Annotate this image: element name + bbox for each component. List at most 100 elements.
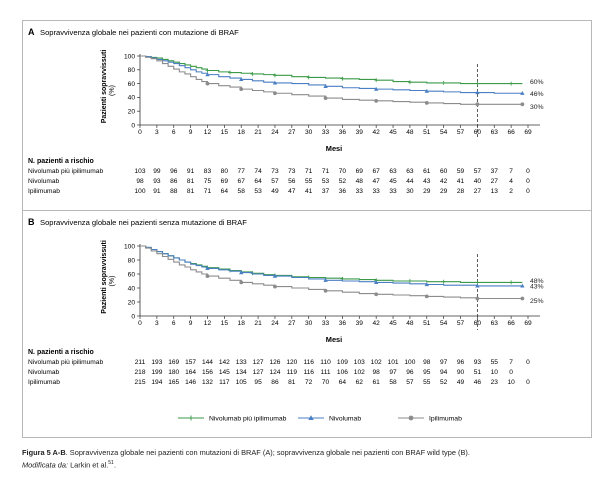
risk-row-label: Nivolumab più ipilimumab xyxy=(28,168,103,175)
risk-value: 46 xyxy=(474,379,482,386)
risk-value: 100 xyxy=(134,188,145,195)
risk-value: 53 xyxy=(254,188,262,195)
x-tick-label: 21 xyxy=(254,320,262,327)
caption-modified-text: Larkin et al. xyxy=(68,460,109,470)
risk-value: 120 xyxy=(286,359,297,366)
figure-caption: Figura 5 A-B. Sopravvivenza globale nei … xyxy=(22,448,592,470)
end-value-label: 30% xyxy=(530,104,544,111)
series-point xyxy=(475,102,480,107)
risk-value: 47 xyxy=(288,188,296,195)
risk-value: 194 xyxy=(151,379,162,386)
risk-value: 0 xyxy=(526,188,530,195)
risk-value: 58 xyxy=(238,188,246,195)
y-tick-label: 60 xyxy=(128,81,136,88)
y-tick-label: 100 xyxy=(124,243,135,250)
series-line xyxy=(140,55,523,85)
risk-value: 164 xyxy=(185,369,196,376)
series-point xyxy=(273,284,277,289)
series-point xyxy=(373,86,379,91)
risk-value: 73 xyxy=(271,168,279,175)
risk-value: 165 xyxy=(168,379,179,386)
y-axis-unit: (%) xyxy=(109,276,116,287)
series-point xyxy=(407,80,412,85)
series-point xyxy=(520,283,525,288)
risk-value: 102 xyxy=(371,359,382,366)
risk-value: 49 xyxy=(271,188,279,195)
series-line xyxy=(140,55,523,105)
risk-value: 116 xyxy=(303,359,314,366)
risk-value: 142 xyxy=(219,359,230,366)
risk-value: 0 xyxy=(509,369,513,376)
risk-value: 36 xyxy=(339,188,347,195)
x-tick-label: 54 xyxy=(440,320,448,327)
series-point xyxy=(520,296,525,301)
x-axis-label: Mesi xyxy=(326,144,342,153)
series-point xyxy=(475,90,480,95)
x-tick-label: 60 xyxy=(474,320,482,327)
x-tick-label: 36 xyxy=(339,320,347,327)
risk-value: 103 xyxy=(134,168,145,175)
risk-value: 27 xyxy=(474,188,482,195)
risk-value: 4 xyxy=(509,178,513,185)
series-line xyxy=(140,245,523,283)
risk-value: 43 xyxy=(423,178,431,185)
series-point xyxy=(239,270,244,275)
x-tick-label: 3 xyxy=(155,129,159,136)
x-tick-label: 45 xyxy=(389,320,397,327)
risk-value: 56 xyxy=(288,178,296,185)
risk-value: 52 xyxy=(440,379,448,386)
risk-value: 81 xyxy=(288,379,296,386)
risk-value: 29 xyxy=(423,188,431,195)
risk-value: 71 xyxy=(322,168,330,175)
panel-letter: B xyxy=(28,217,35,227)
series-point xyxy=(340,76,345,81)
risk-value: 64 xyxy=(339,379,347,386)
x-tick-label: 45 xyxy=(389,129,397,136)
series-point xyxy=(250,71,255,76)
risk-value: 102 xyxy=(354,369,365,376)
series-point xyxy=(475,296,480,301)
risk-value: 91 xyxy=(153,188,161,195)
x-tick-label: 57 xyxy=(457,129,465,136)
x-tick-label: 33 xyxy=(322,129,330,136)
risk-value: 44 xyxy=(406,178,414,185)
risk-value: 97 xyxy=(389,369,397,376)
series-point xyxy=(323,84,328,88)
risk-value: 133 xyxy=(236,359,247,366)
risk-value: 2 xyxy=(509,188,513,195)
legend-label: Ipilimumab xyxy=(429,415,462,422)
risk-value: 95 xyxy=(423,369,431,376)
risk-value: 95 xyxy=(254,379,262,386)
x-tick-label: 15 xyxy=(221,320,229,327)
risk-value: 33 xyxy=(373,188,381,195)
series-point xyxy=(227,70,232,75)
y-tick-label: 0 xyxy=(131,122,135,129)
risk-value: 75 xyxy=(204,178,212,185)
x-tick-label: 0 xyxy=(138,129,142,136)
risk-value: 70 xyxy=(339,168,347,175)
end-value-label: 46% xyxy=(530,91,544,98)
y-tick-label: 20 xyxy=(128,109,136,116)
y-tick-label: 0 xyxy=(131,313,135,320)
series-point xyxy=(441,80,446,85)
risk-value: 116 xyxy=(303,369,314,376)
risk-value: 180 xyxy=(168,369,179,376)
risk-value: 109 xyxy=(337,359,348,366)
risk-table-title: N. pazienti a rischio xyxy=(28,158,94,165)
x-tick-label: 24 xyxy=(271,320,279,327)
y-tick-label: 40 xyxy=(128,95,136,102)
risk-value: 105 xyxy=(236,379,247,386)
x-tick-label: 18 xyxy=(238,320,246,327)
risk-row-label: Nivolumab xyxy=(28,178,59,185)
series-point xyxy=(272,80,278,85)
series-point xyxy=(374,292,379,297)
series-line xyxy=(140,55,523,94)
risk-value: 110 xyxy=(320,359,331,366)
y-tick-label: 20 xyxy=(128,299,136,306)
risk-value: 146 xyxy=(185,379,196,386)
risk-value: 70 xyxy=(322,379,330,386)
y-axis-label: Pazienti sopravvissuti xyxy=(101,50,108,124)
risk-value: 132 xyxy=(202,379,213,386)
risk-value: 90 xyxy=(457,369,465,376)
risk-value: 63 xyxy=(389,168,397,175)
